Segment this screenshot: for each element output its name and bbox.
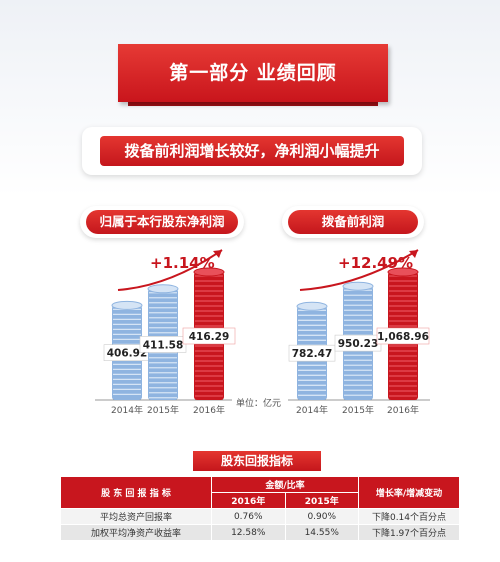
header-amount: 金额/比率 bbox=[211, 476, 359, 493]
row-2016: 0.76% bbox=[211, 508, 286, 525]
growth-arrow bbox=[117, 249, 223, 291]
subtitle-banner: 拨备前利润增长较好，净利润小幅提升 bbox=[82, 127, 422, 175]
coin-top bbox=[296, 301, 328, 311]
x-tick-label: 2014年 bbox=[111, 404, 143, 416]
value-label-box bbox=[139, 336, 187, 353]
chart1-title: 归属于本行股东净利润 bbox=[86, 210, 238, 234]
value-label: 406.92 bbox=[107, 348, 148, 360]
header-change: 增长率/增减变动 bbox=[358, 476, 460, 509]
page-title: 第一部分 业绩回顾 bbox=[169, 62, 337, 84]
header-2015: 2015年 bbox=[284, 492, 359, 509]
growth-label: +12.49% bbox=[338, 254, 413, 272]
header-banner: 第一部分 业绩回顾 bbox=[118, 44, 388, 102]
x-tick-label: 2015年 bbox=[147, 404, 179, 416]
chart2-title-pill: 拨备前利润 bbox=[282, 206, 424, 238]
table-title: 股东回报指标 bbox=[193, 451, 321, 471]
row-change: 下降0.14个百分点 bbox=[358, 508, 460, 525]
value-label: 950.23 bbox=[338, 338, 379, 350]
value-label-box bbox=[182, 327, 236, 345]
coin-top bbox=[147, 284, 179, 294]
value-label: 1,068.96 bbox=[377, 331, 429, 343]
row-name: 平均总资产回报率 bbox=[60, 508, 212, 525]
coin-top bbox=[111, 300, 143, 310]
subtitle: 拨备前利润增长较好，净利润小幅提升 bbox=[100, 136, 404, 166]
growth-arrow-head bbox=[409, 250, 418, 258]
coin-top bbox=[387, 267, 419, 277]
header-2016: 2016年 bbox=[211, 492, 286, 509]
header-indicator: 股 东 回 报 指 标 bbox=[60, 476, 212, 509]
coin-top bbox=[193, 267, 225, 277]
header-banner-ribbon bbox=[128, 98, 378, 106]
row-2016: 12.58% bbox=[211, 524, 286, 541]
growth-label: +1.14% bbox=[150, 254, 215, 272]
x-tick-label: 2014年 bbox=[296, 404, 328, 416]
table-row: 平均总资产回报率 0.76% 0.90% 下降0.14个百分点 bbox=[60, 508, 460, 525]
growth-arrow-head bbox=[213, 250, 222, 258]
value-label-box bbox=[288, 344, 336, 362]
row-change: 下降1.97个百分点 bbox=[358, 524, 460, 541]
x-tick-label: 2016年 bbox=[387, 404, 419, 416]
unit-label: 单位：亿元 bbox=[236, 399, 282, 409]
x-tick-label: 2016年 bbox=[193, 404, 225, 416]
coin-top bbox=[342, 281, 374, 291]
row-2015: 14.55% bbox=[284, 524, 359, 541]
chart1-title-pill: 归属于本行股东净利润 bbox=[80, 206, 244, 238]
row-name: 加权平均净资产收益率 bbox=[60, 524, 212, 541]
growth-arrow bbox=[299, 249, 419, 291]
chart2-title: 拨备前利润 bbox=[288, 210, 418, 234]
row-2015: 0.90% bbox=[284, 508, 359, 525]
value-label: 416.29 bbox=[189, 331, 230, 343]
table-row: 加权平均净资产收益率 12.58% 14.55% 下降1.97个百分点 bbox=[60, 524, 460, 541]
value-label: 411.58 bbox=[143, 339, 184, 351]
x-tick-label: 2015年 bbox=[342, 404, 374, 416]
value-label-box bbox=[376, 327, 430, 345]
value-label: 782.47 bbox=[292, 348, 333, 360]
shareholder-return-table: 股 东 回 报 指 标 金额/比率 增长率/增减变动 2016年 2015年 平… bbox=[60, 476, 460, 541]
